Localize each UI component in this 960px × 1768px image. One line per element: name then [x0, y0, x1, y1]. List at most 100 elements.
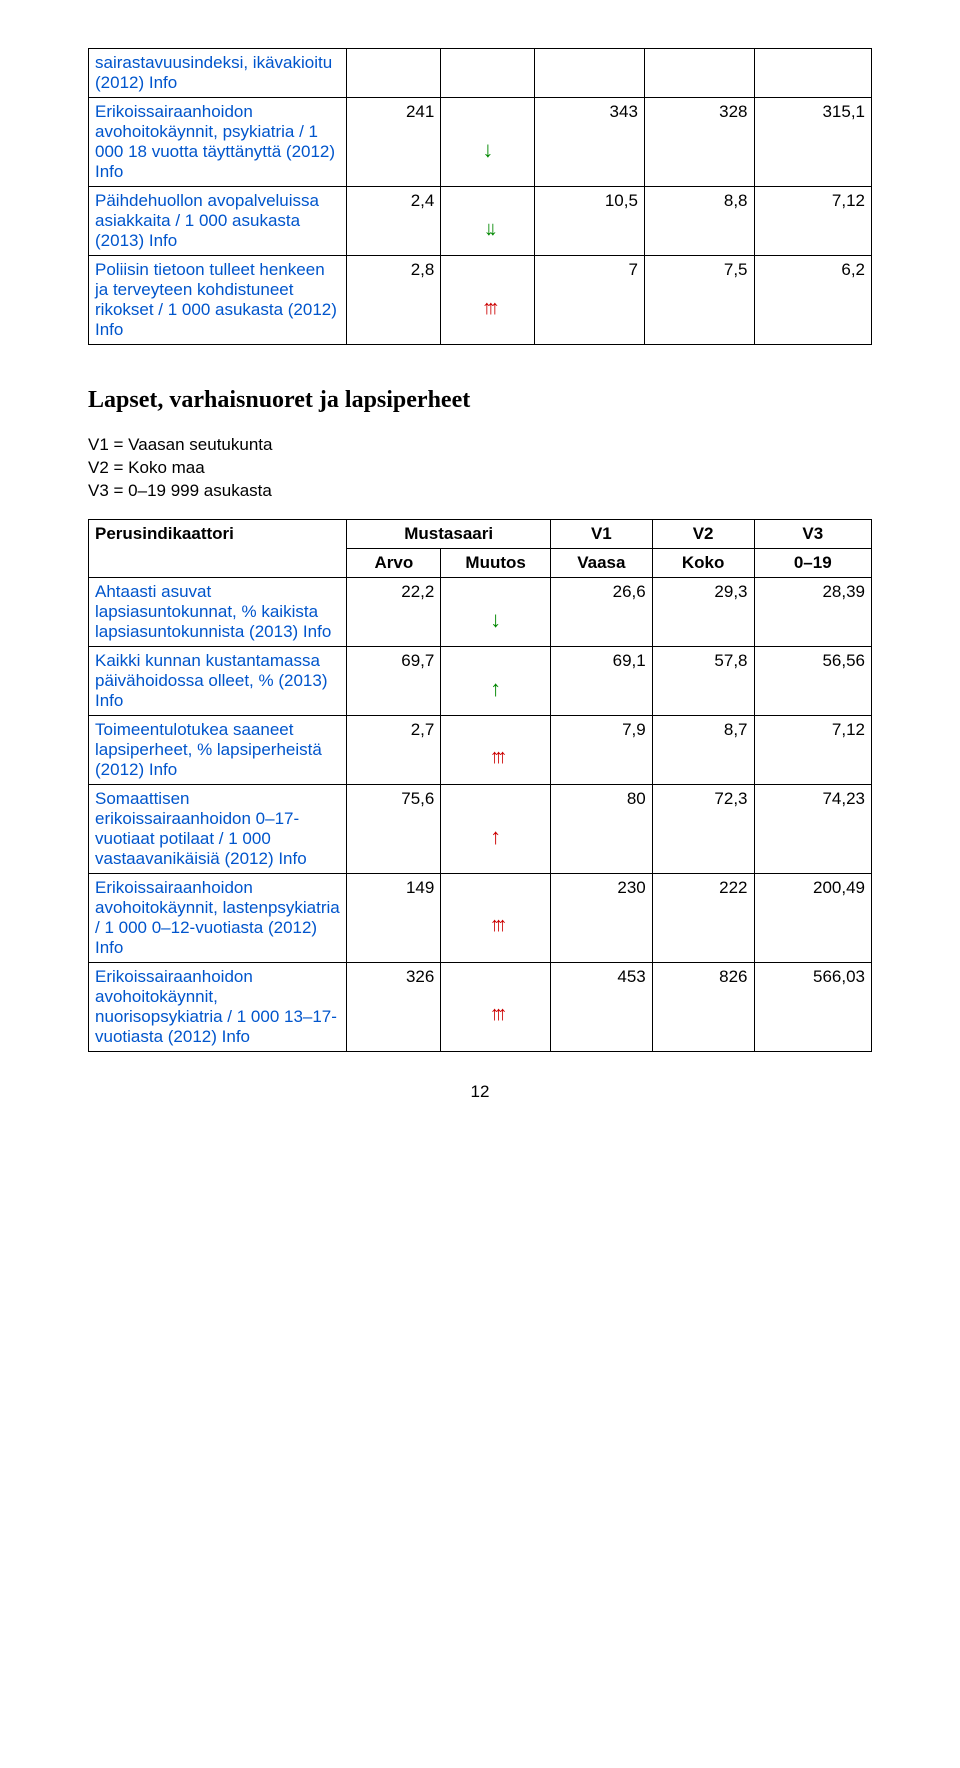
value-v3: 6,2	[754, 256, 871, 345]
header-v3: V3	[754, 519, 871, 548]
value-v3: 7,12	[754, 715, 871, 784]
value-v2: 57,8	[652, 646, 754, 715]
value-v3: 7,12	[754, 187, 871, 256]
table-row: Erikoissairaanhoidon avohoitokäynnit, ps…	[89, 98, 872, 187]
value-v2: 72,3	[652, 784, 754, 873]
arrow-down-g-icon	[490, 612, 501, 631]
table-row: Toimeentulotukea saaneet lapsiperheet, %…	[89, 715, 872, 784]
value-v1	[535, 49, 645, 98]
header-vaasa: Vaasa	[550, 548, 652, 577]
change-icon-cell	[441, 962, 551, 1051]
change-icon-cell	[441, 784, 551, 873]
page-number: 12	[88, 1082, 872, 1102]
table-row: Ahtaasti asuvat lapsiasuntokunnat, % kai…	[89, 577, 872, 646]
indicator-label: Erikoissairaanhoidon avohoitokäynnit, nu…	[89, 962, 347, 1051]
value-arvo: 149	[347, 873, 441, 962]
indicator-link[interactable]: Poliisin tietoon tulleet henkeen ja terv…	[95, 260, 337, 319]
info-link[interactable]: Info	[149, 231, 177, 250]
arrow-3up-r-icon	[490, 916, 502, 935]
info-link[interactable]: Info	[278, 849, 306, 868]
info-link[interactable]: Info	[95, 162, 123, 181]
indicator-label: sairastavuusindeksi, ikävakioitu (2012) …	[89, 49, 347, 98]
value-v1: 230	[550, 873, 652, 962]
indicator-link[interactable]: Kaikki kunnan kustantamassa päivähoidoss…	[95, 651, 327, 690]
table-row: sairastavuusindeksi, ikävakioitu (2012) …	[89, 49, 872, 98]
indicator-label: Ahtaasti asuvat lapsiasuntokunnat, % kai…	[89, 577, 347, 646]
info-link[interactable]: Info	[95, 938, 123, 957]
change-icon-cell	[441, 98, 535, 187]
value-arvo	[347, 49, 441, 98]
indicator-link[interactable]: sairastavuusindeksi, ikävakioitu (2012)	[95, 53, 332, 92]
section-title: Lapset, varhaisnuoret ja lapsiperheet	[88, 387, 872, 414]
value-v3	[754, 49, 871, 98]
value-v1: 343	[535, 98, 645, 187]
value-v3: 28,39	[754, 577, 871, 646]
header-0-19: 0–19	[754, 548, 871, 577]
header-v2: V2	[652, 519, 754, 548]
table-indicators-children: Perusindikaattori Mustasaari V1 V2 V3 Ar…	[88, 519, 872, 1052]
value-arvo: 326	[347, 962, 441, 1051]
header-v1: V1	[550, 519, 652, 548]
arrow-ddown-g-icon	[484, 220, 492, 239]
indicator-label: Päihdehuollon avopalveluissa asiakkaita …	[89, 187, 347, 256]
header-muutos: Muutos	[441, 548, 551, 577]
value-v1: 69,1	[550, 646, 652, 715]
change-icon-cell	[441, 873, 551, 962]
value-arvo: 75,6	[347, 784, 441, 873]
value-arvo: 241	[347, 98, 441, 187]
change-icon-cell	[441, 187, 535, 256]
info-link[interactable]: Info	[149, 73, 177, 92]
change-icon-cell	[441, 646, 551, 715]
change-icon-cell	[441, 49, 535, 98]
legend: V1 = Vaasan seutukunta V2 = Koko maa V3 …	[88, 434, 872, 503]
indicator-link[interactable]: Ahtaasti asuvat lapsiasuntokunnat, % kai…	[95, 582, 318, 641]
arrow-3up-r-icon	[490, 1005, 502, 1024]
value-v1: 453	[550, 962, 652, 1051]
change-icon-cell	[441, 715, 551, 784]
header-mustasaari: Mustasaari	[347, 519, 551, 548]
indicator-link[interactable]: Somaattisen erikoissairaanhoidon 0–17-vu…	[95, 789, 299, 868]
indicator-link[interactable]: Erikoissairaanhoidon avohoitokäynnit, ps…	[95, 102, 335, 161]
legend-line: V3 = 0–19 999 asukasta	[88, 480, 872, 503]
arrow-3up-r-icon	[490, 748, 502, 767]
value-v1: 10,5	[535, 187, 645, 256]
value-arvo: 2,8	[347, 256, 441, 345]
value-arvo: 2,7	[347, 715, 441, 784]
indicator-label: Erikoissairaanhoidon avohoitokäynnit, la…	[89, 873, 347, 962]
indicator-label: Poliisin tietoon tulleet henkeen ja terv…	[89, 256, 347, 345]
value-v3: 74,23	[754, 784, 871, 873]
indicator-link[interactable]: Toimeentulotukea saaneet lapsiperheet, %…	[95, 720, 322, 779]
indicator-link[interactable]: Erikoissairaanhoidon avohoitokäynnit, nu…	[95, 967, 337, 1046]
arrow-down-g-icon	[482, 142, 493, 161]
table-row: Poliisin tietoon tulleet henkeen ja terv…	[89, 256, 872, 345]
value-v3: 200,49	[754, 873, 871, 962]
header-perusindikaattori: Perusindikaattori	[89, 519, 347, 577]
value-v2: 826	[652, 962, 754, 1051]
value-v2: 222	[652, 873, 754, 962]
value-v1: 26,6	[550, 577, 652, 646]
header-arvo: Arvo	[347, 548, 441, 577]
legend-line: V1 = Vaasan seutukunta	[88, 434, 872, 457]
value-arvo: 69,7	[347, 646, 441, 715]
info-link[interactable]: Info	[95, 320, 123, 339]
info-link[interactable]: Info	[95, 691, 123, 710]
table-row: Kaikki kunnan kustantamassa päivähoidoss…	[89, 646, 872, 715]
info-link[interactable]: Info	[149, 760, 177, 779]
info-link[interactable]: Info	[222, 1027, 250, 1046]
value-v3: 566,03	[754, 962, 871, 1051]
indicator-link[interactable]: Erikoissairaanhoidon avohoitokäynnit, la…	[95, 878, 340, 937]
value-v2: 7,5	[644, 256, 754, 345]
indicator-label: Toimeentulotukea saaneet lapsiperheet, %…	[89, 715, 347, 784]
info-link[interactable]: Info	[303, 622, 331, 641]
header-koko: Koko	[652, 548, 754, 577]
indicator-link[interactable]: Päihdehuollon avopalveluissa asiakkaita …	[95, 191, 319, 250]
value-v1: 7	[535, 256, 645, 345]
change-icon-cell	[441, 256, 535, 345]
value-v2: 328	[644, 98, 754, 187]
value-v3: 315,1	[754, 98, 871, 187]
value-v2	[644, 49, 754, 98]
value-v2: 29,3	[652, 577, 754, 646]
indicator-label: Kaikki kunnan kustantamassa päivähoidoss…	[89, 646, 347, 715]
value-v3: 56,56	[754, 646, 871, 715]
value-v1: 7,9	[550, 715, 652, 784]
